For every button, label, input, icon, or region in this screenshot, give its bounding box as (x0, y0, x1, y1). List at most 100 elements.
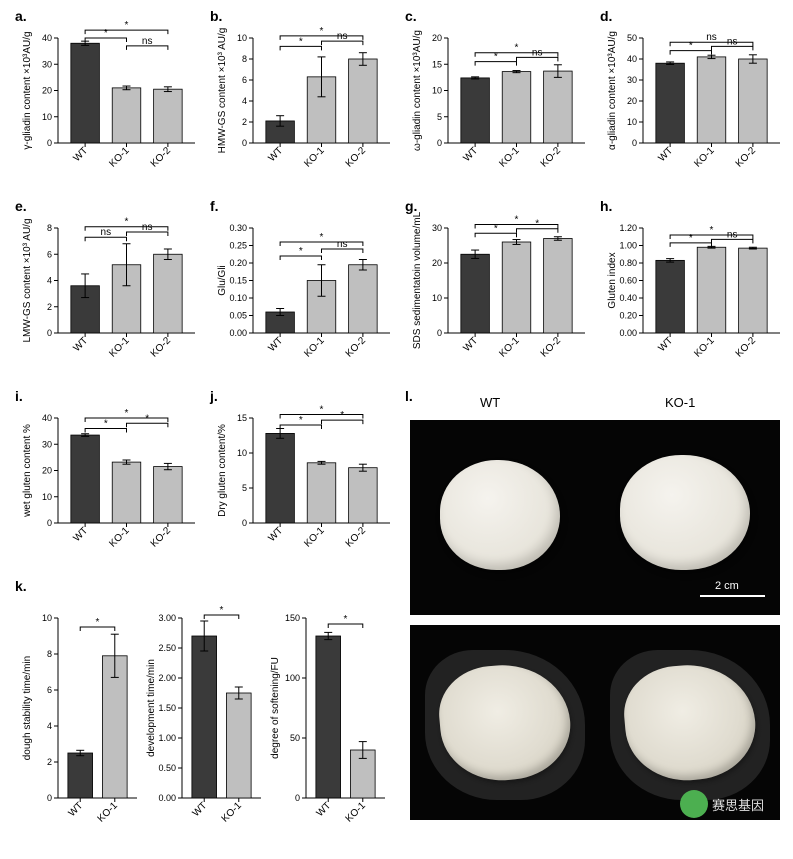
svg-text:6: 6 (47, 249, 52, 259)
svg-text:KO-2: KO-2 (734, 145, 759, 170)
svg-text:0: 0 (242, 518, 247, 528)
svg-text:KO-2: KO-2 (149, 145, 174, 170)
svg-text:*: * (320, 405, 324, 416)
svg-text:*: * (340, 410, 344, 421)
svg-text:WT: WT (71, 145, 90, 164)
svg-text:α-gliadin content ×10³AU/g: α-gliadin content ×10³AU/g (607, 31, 618, 150)
svg-text:KO-1: KO-1 (302, 145, 327, 170)
svg-text:WT: WT (71, 525, 90, 544)
svg-text:1.00: 1.00 (158, 733, 176, 743)
svg-text:0.10: 0.10 (229, 293, 247, 303)
svg-text:KO-1: KO-1 (692, 145, 717, 170)
svg-text:KO-1: KO-1 (107, 335, 132, 360)
svg-text:10: 10 (42, 492, 52, 502)
svg-text:0: 0 (295, 793, 300, 803)
svg-text:10: 10 (42, 112, 52, 122)
svg-text:KO-1: KO-1 (302, 335, 327, 360)
svg-text:ns: ns (706, 32, 717, 43)
svg-text:30: 30 (42, 439, 52, 449)
panel-e: e.02468LMW-GS content ×10³ AU/gWTKO-1KO-… (20, 200, 200, 375)
svg-text:0.60: 0.60 (619, 276, 637, 286)
svg-text:ω-gliadin content ×10³AU/g: ω-gliadin content ×10³AU/g (412, 30, 423, 151)
panel-f: f.0.000.050.100.150.200.250.30Glu/GliWTK… (215, 200, 395, 375)
svg-text:WT: WT (315, 800, 334, 819)
svg-text:10: 10 (627, 117, 637, 127)
panel-label-l: l. (405, 388, 413, 404)
dough-photo-bottom: 赛思基因 (410, 625, 780, 820)
svg-text:40: 40 (627, 54, 637, 64)
svg-text:2.00: 2.00 (158, 673, 176, 683)
svg-text:ns: ns (532, 47, 543, 58)
panel-b: b.0246810HMW-GS content ×10³ AU/gWTKO-1K… (215, 10, 395, 185)
svg-text:KO-1: KO-1 (107, 525, 132, 550)
svg-text:10: 10 (432, 293, 442, 303)
svg-text:0.50: 0.50 (158, 763, 176, 773)
svg-text:20: 20 (42, 466, 52, 476)
watermark-icon (680, 790, 708, 818)
svg-text:4: 4 (47, 721, 52, 731)
svg-text:0: 0 (47, 518, 52, 528)
svg-text:WT: WT (266, 335, 285, 354)
svg-text:40: 40 (42, 413, 52, 423)
svg-text:30: 30 (432, 223, 442, 233)
svg-text:KO-2: KO-2 (149, 525, 174, 550)
svg-text:LMW-GS content ×10³ AU/g: LMW-GS content ×10³ AU/g (22, 218, 33, 342)
svg-text:2: 2 (47, 757, 52, 767)
svg-text:15: 15 (237, 413, 247, 423)
svg-text:5: 5 (437, 112, 442, 122)
svg-text:KO-1: KO-1 (96, 800, 121, 825)
svg-text:*: * (125, 20, 129, 31)
svg-text:WT: WT (266, 525, 285, 544)
svg-text:WT: WT (266, 145, 285, 164)
dough-label-1: KO-1 (665, 395, 695, 410)
svg-text:*: * (320, 232, 324, 243)
svg-text:KO-2: KO-2 (149, 335, 174, 360)
svg-text:KO-2: KO-2 (344, 335, 369, 360)
svg-text:WT: WT (656, 145, 675, 164)
svg-text:SDS sedimentatoin volume/mL: SDS sedimentatoin volume/mL (412, 211, 423, 349)
svg-text:KO-1: KO-1 (692, 335, 717, 360)
svg-text:10: 10 (237, 33, 247, 43)
svg-text:2: 2 (47, 302, 52, 312)
svg-text:8: 8 (47, 223, 52, 233)
svg-text:3.00: 3.00 (158, 613, 176, 623)
svg-text:Dry gluten content/%: Dry gluten content/% (217, 424, 228, 517)
svg-text:0.05: 0.05 (229, 311, 247, 321)
svg-text:*: * (299, 415, 303, 426)
svg-text:10: 10 (42, 613, 52, 623)
svg-text:*: * (299, 246, 303, 257)
svg-text:*: * (104, 419, 108, 430)
panel-a: a.010203040γ-gliadin content ×10³AU/gWTK… (20, 10, 200, 185)
svg-text:*: * (320, 26, 324, 37)
svg-text:*: * (125, 408, 129, 419)
svg-text:KO-1: KO-1 (220, 800, 245, 825)
panel-i: i.010203040wet gluten content %WTKO-1KO-… (20, 390, 200, 565)
svg-text:6: 6 (242, 75, 247, 85)
svg-text:wet gluten content %: wet gluten content % (22, 424, 33, 518)
svg-text:ns: ns (142, 222, 153, 233)
svg-text:ns: ns (142, 36, 153, 47)
svg-text:0.00: 0.00 (229, 328, 247, 338)
svg-text:6: 6 (47, 685, 52, 695)
svg-text:Glu/Gli: Glu/Gli (217, 265, 228, 296)
svg-text:20: 20 (432, 33, 442, 43)
svg-text:0.00: 0.00 (158, 793, 176, 803)
svg-text:WT: WT (656, 335, 675, 354)
svg-text:0: 0 (47, 793, 52, 803)
svg-text:ns: ns (727, 229, 738, 240)
dough-wt (440, 460, 560, 570)
svg-text:0: 0 (632, 138, 637, 148)
panel-k: k.0246810dough stability time/minWTKO-1*… (20, 580, 400, 840)
svg-text:8: 8 (242, 54, 247, 64)
svg-text:*: * (710, 225, 714, 236)
svg-text:5: 5 (242, 483, 247, 493)
svg-text:dough stability time/min: dough stability time/min (22, 656, 33, 761)
svg-text:1.50: 1.50 (158, 703, 176, 713)
svg-text:0.15: 0.15 (229, 276, 247, 286)
svg-text:development time/min: development time/min (146, 659, 157, 757)
svg-text:20: 20 (432, 258, 442, 268)
svg-text:0: 0 (47, 328, 52, 338)
svg-text:30: 30 (42, 59, 52, 69)
svg-text:0.40: 0.40 (619, 293, 637, 303)
svg-text:*: * (515, 43, 519, 54)
